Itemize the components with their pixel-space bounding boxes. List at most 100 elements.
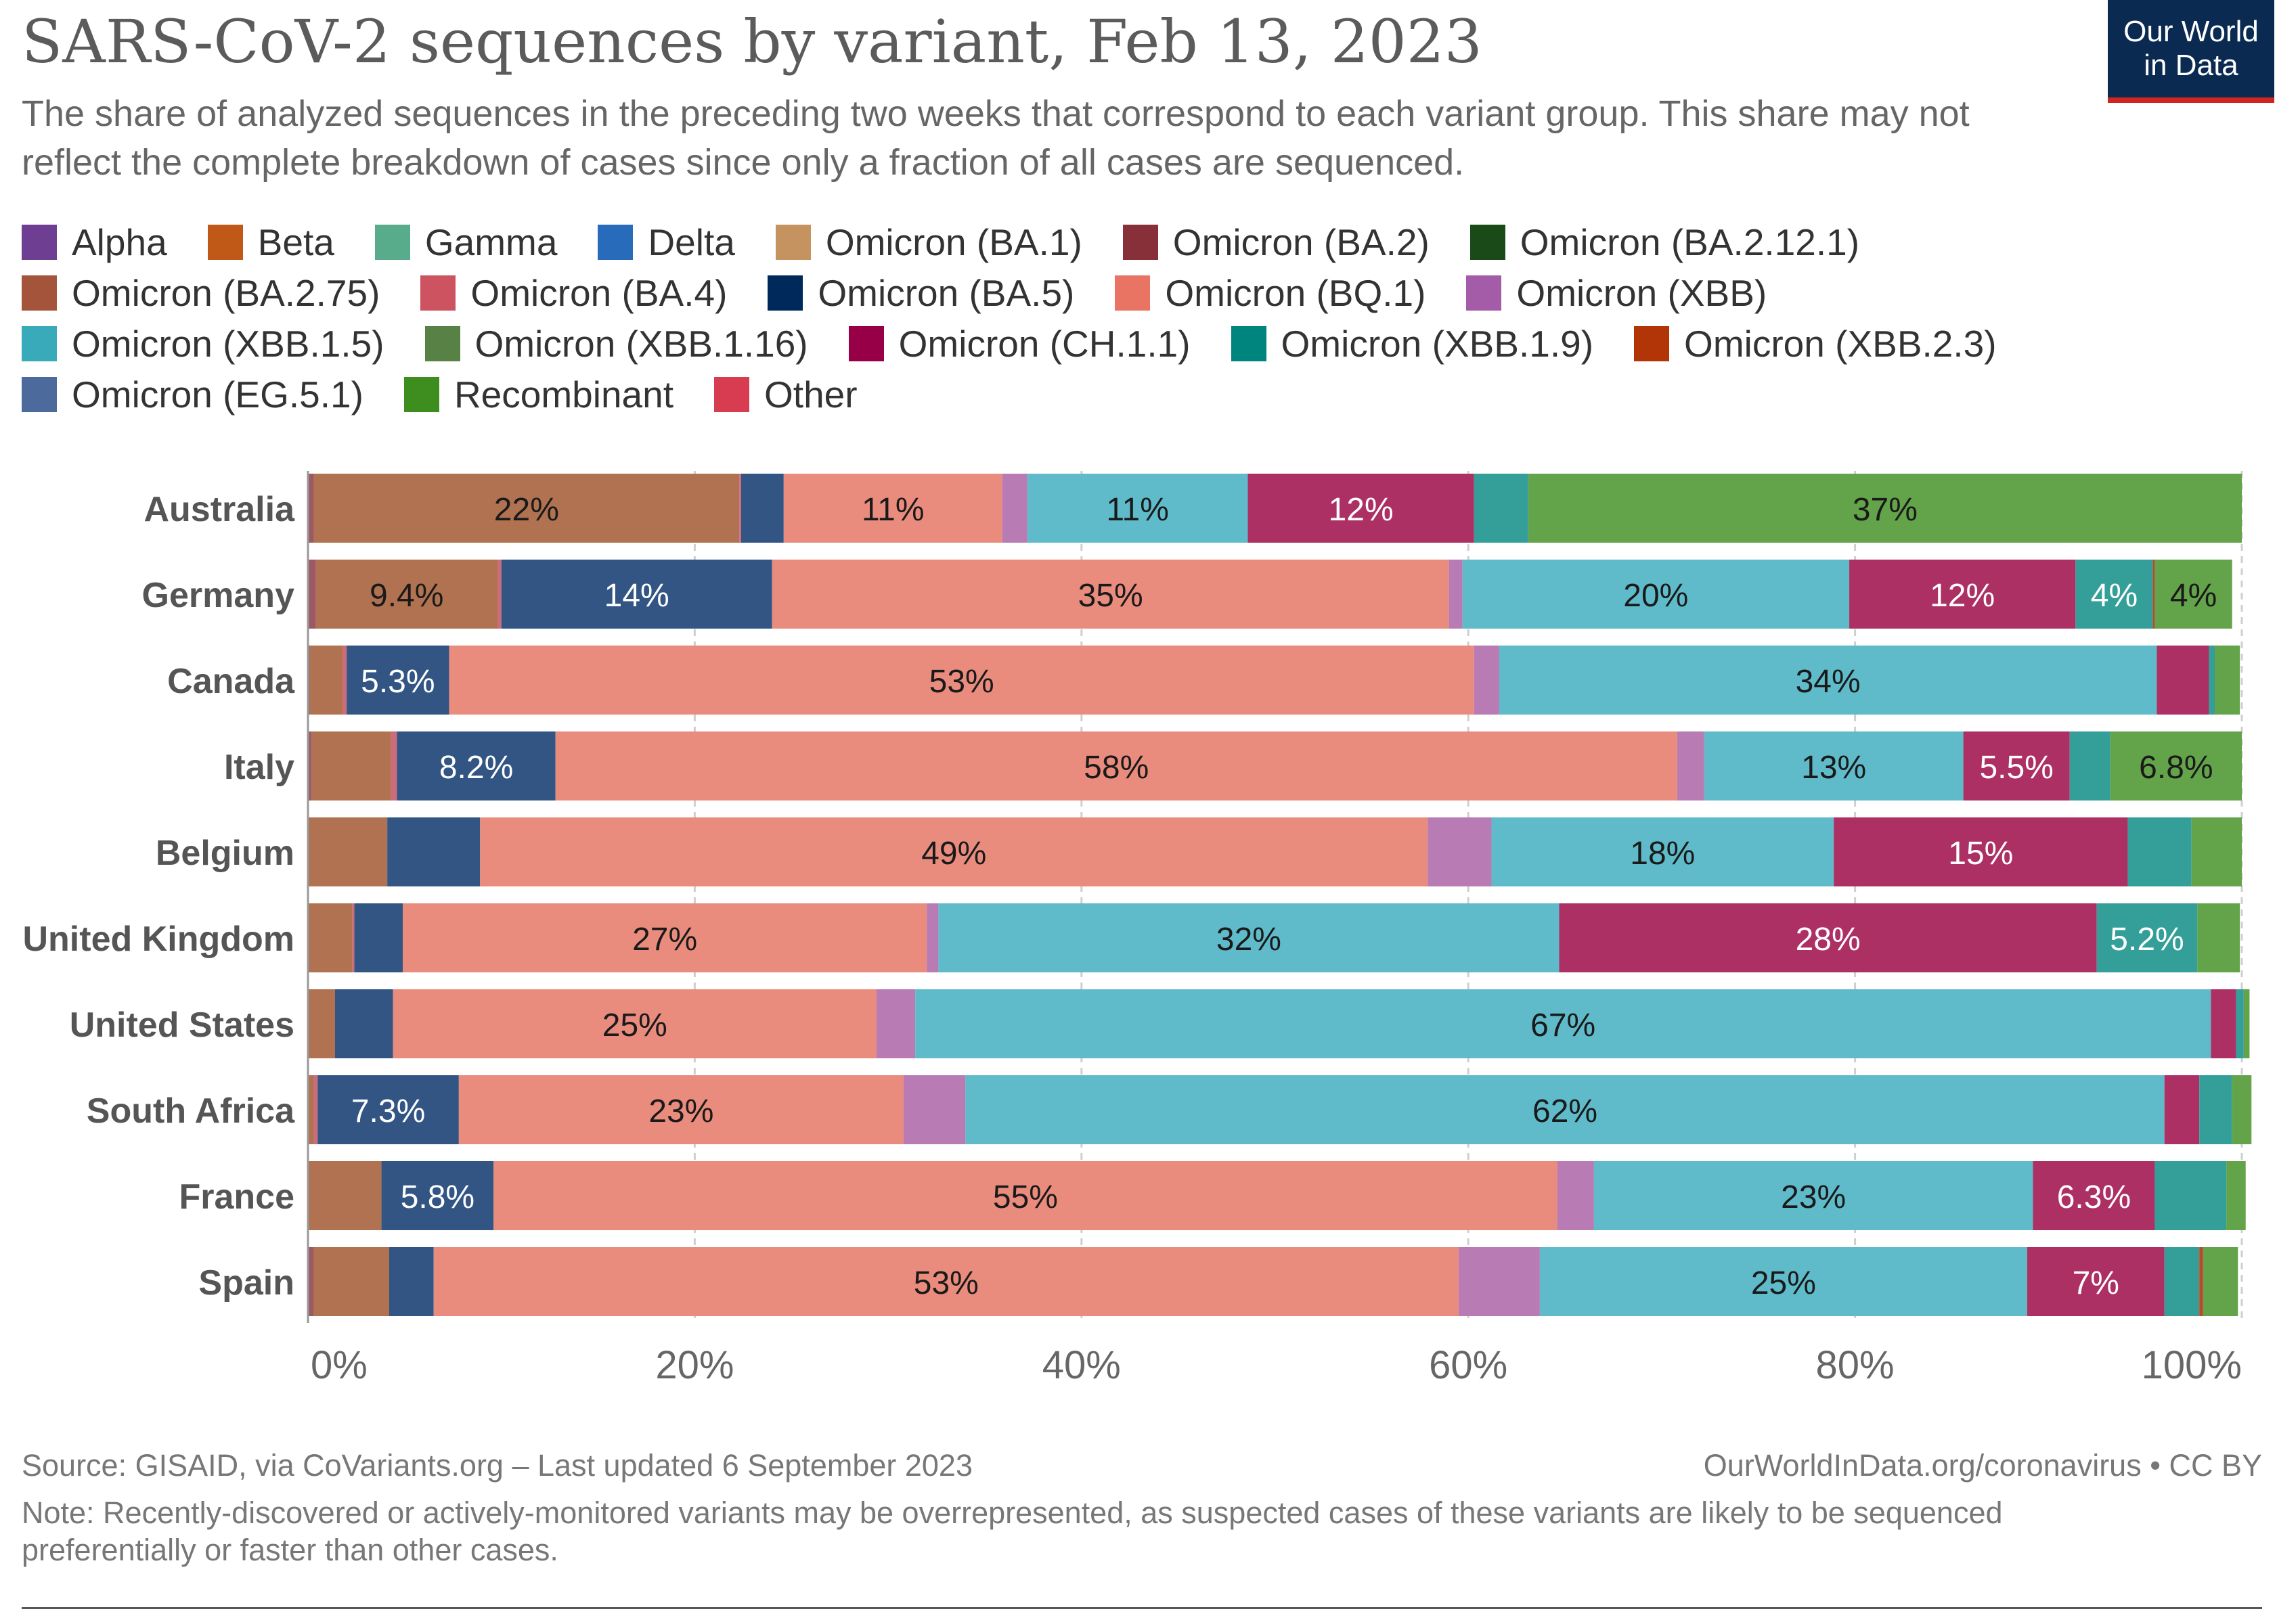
data-label: 25% — [1751, 1265, 1816, 1301]
bar-segment — [1002, 474, 1027, 543]
data-label: 12% — [1329, 492, 1394, 528]
data-label: 11% — [862, 492, 925, 528]
legend-swatch — [420, 275, 456, 311]
bar-segment — [308, 474, 314, 543]
bar-segment — [309, 646, 343, 715]
data-label: 23% — [648, 1093, 713, 1129]
x-tick-label: 60% — [1429, 1343, 1507, 1387]
data-label: 6.3% — [2057, 1179, 2131, 1215]
bar-segment — [2199, 1247, 2203, 1316]
category-label: Spain — [198, 1263, 294, 1303]
bar-segment — [352, 903, 355, 972]
data-label: 58% — [1084, 750, 1149, 786]
bar-segment — [480, 817, 1428, 886]
bar-segment — [915, 989, 2211, 1058]
logo-line-1: Our World — [2123, 15, 2259, 48]
bar-segment — [1474, 474, 1528, 543]
data-label: 67% — [1530, 1008, 1595, 1043]
legend-item[interactable]: Omicron (BA.1) — [775, 221, 1082, 264]
legend-item[interactable]: Omicron (XBB.1.5) — [22, 322, 384, 365]
data-label: 5.2% — [2110, 922, 2184, 957]
legend-item[interactable]: Omicron (BA.2) — [1122, 221, 1430, 264]
legend-item[interactable]: Omicron (XBB.2.3) — [1634, 322, 1997, 365]
legend-item[interactable]: Beta — [207, 221, 334, 264]
bar-segment — [2203, 1247, 2238, 1316]
legend-item[interactable]: Omicron (BA.5) — [768, 271, 1074, 315]
bar-segment — [903, 1075, 966, 1144]
bar-segment — [334, 989, 393, 1058]
stacked-bar-chart: 0% 20% 40% 60% 80% 100% Australia 22% 11% 11% 12% 3… — [22, 471, 2252, 1387]
category-label: United States — [70, 1006, 294, 1045]
legend-item[interactable]: Omicron (BQ.1) — [1115, 271, 1425, 315]
legend-row: Omicron (EG.5.1) Recombinant Other — [22, 369, 2255, 420]
data-label: 32% — [1216, 922, 1281, 957]
legend-swatch — [768, 275, 803, 311]
bar-segment — [2164, 1075, 2200, 1144]
bar-segment — [772, 560, 1449, 629]
bar-segment — [308, 989, 335, 1058]
bar-segment — [308, 1075, 314, 1144]
legend-item[interactable]: Omicron (BA.4) — [420, 271, 727, 315]
bar-segment — [1593, 1161, 2033, 1230]
bar-segment — [308, 731, 312, 800]
legend-item[interactable]: Omicron (XBB.1.9) — [1231, 322, 1594, 365]
bar-segment — [2226, 1161, 2246, 1230]
data-label: 62% — [1532, 1093, 1597, 1129]
bar-segment — [313, 1075, 318, 1144]
bar-segment — [308, 560, 316, 629]
owid-logo[interactable]: Our World in Data — [2108, 0, 2274, 103]
legend-item[interactable]: Gamma — [374, 221, 558, 264]
bar-segment — [2191, 817, 2242, 886]
site-link[interactable]: OurWorldInData.org/coronavirus • CC BY — [1703, 1448, 2262, 1483]
bar-segment — [1834, 817, 2128, 886]
legend-item[interactable]: Alpha — [22, 221, 167, 264]
chart-subtitle: The share of analyzed sequences in the p… — [22, 93, 1970, 183]
bar-segment — [1491, 817, 1834, 886]
bar-segment — [2211, 989, 2236, 1058]
legend-item[interactable]: Omicron (EG.5.1) — [22, 373, 363, 416]
data-label: 53% — [929, 664, 994, 700]
x-tick-label: 20% — [655, 1343, 734, 1387]
category-label: South Africa — [87, 1091, 295, 1131]
bar-segment — [2154, 560, 2232, 629]
legend-label: Other — [764, 373, 858, 415]
bar-segment — [1559, 903, 2097, 972]
legend-item[interactable]: Omicron (BA.2.75) — [22, 271, 380, 315]
legend-item[interactable]: Omicron (XBB) — [1466, 271, 1767, 315]
bar-segment — [391, 731, 397, 800]
bar-segment — [1528, 474, 2242, 543]
data-label: 23% — [1781, 1179, 1846, 1215]
bar-segment — [2215, 646, 2240, 715]
bar-segment — [2033, 1161, 2155, 1230]
bar-segment — [2164, 1247, 2200, 1316]
bar-segment — [2236, 989, 2244, 1058]
legend-item[interactable]: Omicron (CH.1.1) — [848, 322, 1191, 365]
bar-segment — [433, 1247, 1459, 1316]
data-label: 27% — [632, 922, 697, 957]
bar-segment — [2127, 817, 2192, 886]
legend-label: Omicron (XBB.1.9) — [1281, 322, 1594, 365]
legend-row: Omicron (XBB.1.5) Omicron (XBB.1.16) Omicr… — [22, 318, 2255, 369]
data-label: 53% — [914, 1265, 979, 1301]
legend-label: Omicron (BA.1) — [825, 221, 1082, 263]
bar-segment — [449, 646, 1474, 715]
legend-item[interactable]: Delta — [598, 221, 735, 264]
bar-segment — [501, 560, 772, 629]
legend-swatch — [22, 325, 57, 361]
legend-label: Delta — [648, 221, 735, 263]
category-label: Belgium — [156, 834, 294, 873]
bar-segment — [311, 731, 391, 800]
x-tick-label: 80% — [1816, 1343, 1895, 1387]
legend-item[interactable]: Other — [714, 373, 858, 416]
bar-segment — [927, 903, 939, 972]
bar-segment — [347, 646, 449, 715]
data-label: 9.4% — [370, 578, 443, 614]
data-label: 4% — [2091, 578, 2138, 614]
legend-label: Gamma — [424, 221, 558, 263]
legend-item[interactable]: Omicron (BA.2.12.1) — [1469, 221, 1859, 264]
legend-item[interactable]: Recombinant — [403, 373, 673, 416]
bar-segment — [740, 474, 784, 543]
legend-label: Omicron (BA.2) — [1172, 221, 1430, 263]
legend-item[interactable]: Omicron (XBB.1.16) — [424, 322, 808, 365]
data-label: 5.5% — [1979, 750, 2053, 786]
